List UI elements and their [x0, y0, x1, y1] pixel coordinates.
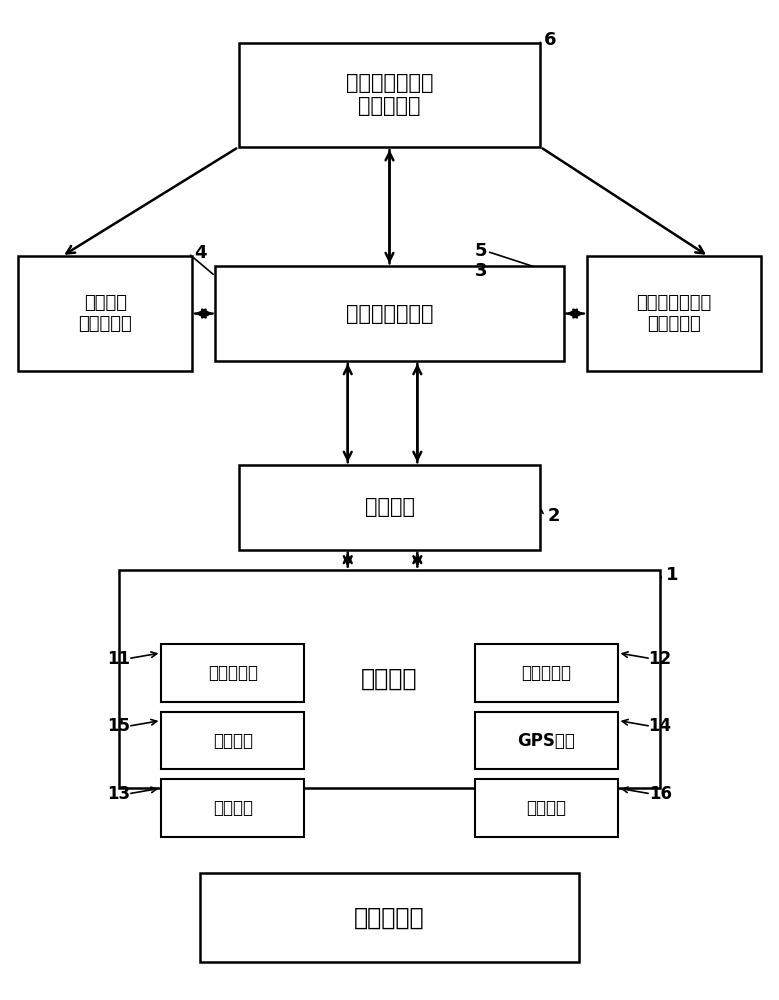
Text: 可更新的特审查
审批数据库: 可更新的特审查 审批数据库	[636, 294, 711, 333]
Text: 3: 3	[474, 262, 487, 280]
Text: 通信系统: 通信系统	[365, 497, 414, 517]
Text: 红外光谱仪: 红外光谱仪	[521, 664, 571, 682]
Text: 13: 13	[108, 785, 130, 803]
Bar	[474, 644, 618, 702]
Text: 14: 14	[649, 717, 671, 735]
Text: 测距模块: 测距模块	[213, 799, 253, 817]
Bar	[238, 465, 541, 550]
Text: 显示模块: 显示模块	[526, 799, 566, 817]
Text: 高清摄像头: 高清摄像头	[208, 664, 258, 682]
Bar	[18, 256, 192, 371]
Bar	[161, 712, 305, 769]
Bar	[161, 779, 305, 837]
Bar	[587, 256, 761, 371]
Bar	[474, 712, 618, 769]
Bar	[238, 43, 541, 147]
Text: 可更新的
合法数据库: 可更新的 合法数据库	[79, 294, 132, 333]
Text: 1: 1	[666, 566, 679, 584]
Bar	[216, 266, 563, 361]
Text: 6: 6	[545, 31, 557, 49]
Text: 16: 16	[649, 785, 671, 803]
Bar	[474, 779, 618, 837]
Text: 食品、药品: 食品、药品	[354, 906, 425, 930]
Text: 11: 11	[108, 650, 130, 668]
Bar	[200, 873, 579, 962]
Text: 2: 2	[548, 507, 561, 525]
Text: 终端系统: 终端系统	[361, 667, 418, 691]
Text: 接口模块: 接口模块	[213, 732, 253, 750]
Bar	[161, 644, 305, 702]
Text: 4: 4	[195, 244, 207, 262]
Text: 5: 5	[474, 242, 487, 260]
Text: 可更新的特审查
审批数据库: 可更新的特审查 审批数据库	[346, 73, 433, 116]
Text: 12: 12	[649, 650, 671, 668]
Text: GPS定位: GPS定位	[517, 732, 575, 750]
Text: 15: 15	[108, 717, 130, 735]
Text: 云计算服务系统: 云计算服务系统	[346, 304, 433, 324]
Bar	[118, 570, 661, 788]
